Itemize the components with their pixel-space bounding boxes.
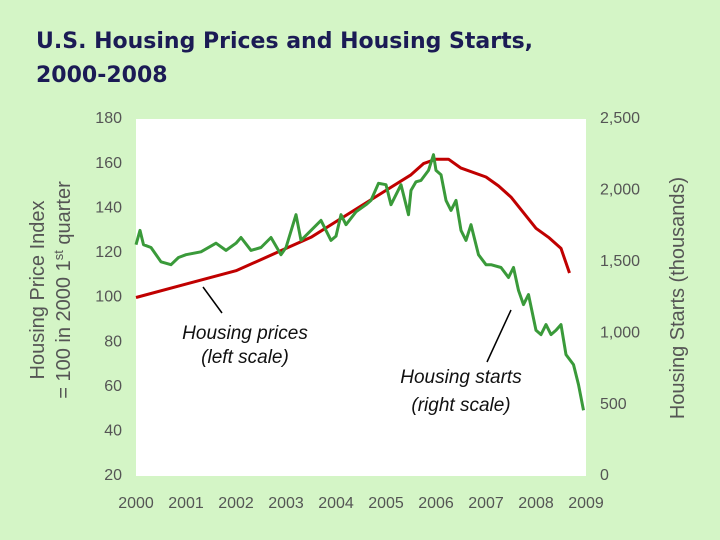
y2-tick-label: 0 (600, 467, 609, 484)
y-tick-label: 40 (104, 423, 122, 440)
x-tick-label: 2002 (218, 495, 254, 512)
x-tick-label: 2008 (518, 495, 554, 512)
x-tick-label: 2005 (368, 495, 404, 512)
y-axis-label-part: = 100 in 2000 1 (53, 260, 75, 398)
y-axis-label-part: quarter (53, 181, 75, 250)
y-tick-label: 160 (95, 155, 122, 172)
data-line (135, 157, 571, 299)
y-tick-label: 140 (95, 199, 122, 216)
chart-title: 2000-2008 (36, 63, 168, 88)
chart-title: U.S. Housing Prices and Housing Starts, (36, 29, 533, 54)
x-tick-label: 2004 (318, 495, 354, 512)
y-tick-label: 80 (104, 333, 122, 350)
plot-area (136, 119, 586, 476)
x-tick-label: 2009 (568, 495, 604, 512)
annotation: Housing starts (400, 367, 522, 388)
x-tick-label: 2001 (168, 495, 204, 512)
x-tick-label: 2006 (418, 495, 454, 512)
x-tick-label: 2007 (468, 495, 504, 512)
y-tick-label: 60 (104, 378, 122, 395)
y2-tick-label: 2,500 (600, 110, 640, 127)
y2-axis-label: Housing Starts (thousands) (667, 177, 689, 419)
y-tick-label: 120 (95, 244, 122, 261)
annotation: Housing prices (182, 323, 308, 344)
y-tick-label: 180 (95, 110, 122, 127)
leader-line (202, 286, 223, 314)
x-tick-label: 2003 (268, 495, 304, 512)
y2-tick-label: 500 (600, 396, 627, 413)
y-tick-label: 20 (104, 467, 122, 484)
y-axis-label: = 100 in 2000 1st quarter (51, 181, 76, 399)
y2-tick-label: 1,500 (600, 253, 640, 270)
y-axis-label-part: st (51, 250, 66, 261)
annotation: (left scale) (201, 347, 289, 368)
y-tick-label: 100 (95, 289, 122, 306)
leader-line (486, 309, 512, 363)
data-line (134, 153, 585, 411)
x-tick-label: 2000 (118, 495, 154, 512)
annotation: (right scale) (411, 395, 510, 416)
y2-tick-label: 2,000 (600, 182, 640, 199)
y2-tick-label: 1,000 (600, 324, 640, 341)
y-axis-label: Housing Price Index (27, 201, 49, 380)
